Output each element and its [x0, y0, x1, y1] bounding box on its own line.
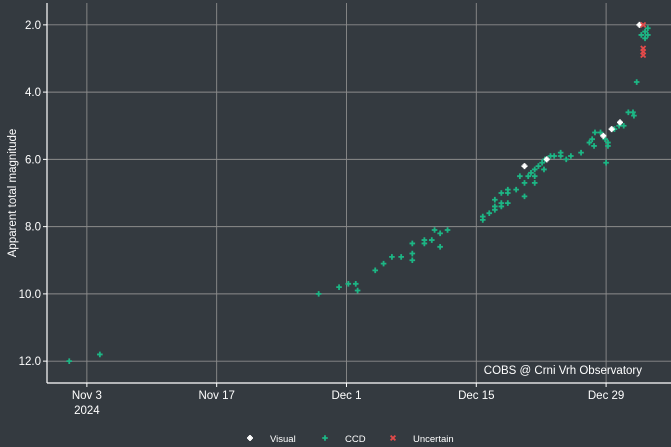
data-point-uncertain	[640, 21, 647, 28]
y-tick-labels: 2.0 4.0 6.0 8.0 10.0 12.0	[19, 20, 41, 368]
data-point-ccd	[531, 180, 538, 186]
data-point-ccd	[486, 210, 493, 216]
data-point-ccd	[535, 163, 542, 169]
data-point-ccd	[620, 122, 627, 129]
data-point-ccd	[498, 203, 505, 210]
data-point-ccd	[66, 358, 73, 364]
legend: Visual CCD Uncertain	[247, 434, 454, 445]
data-point-ccd	[409, 240, 416, 247]
data-point-uncertain	[640, 52, 647, 59]
data-point-ccd	[505, 190, 511, 196]
data-point-ccd	[591, 143, 597, 149]
data-point-ccd	[398, 254, 404, 260]
data-point-ccd	[380, 260, 387, 267]
data-point-ccd	[431, 227, 438, 233]
y-tick-label: 2.0	[25, 20, 41, 32]
y-axis-label: Apparent total magnitude	[7, 129, 19, 258]
data-point-ccd	[592, 129, 598, 136]
data-point-ccd	[528, 170, 534, 176]
data-point-visual	[543, 156, 550, 163]
data-point-ccd	[354, 287, 361, 294]
annotation-text: COBS @ Crni Vrh Observatory	[484, 365, 642, 377]
data-point-visual	[636, 21, 643, 28]
y-tick-label: 8.0	[25, 222, 41, 234]
data-point-ccd	[409, 250, 416, 257]
legend-label-uncertain: Uncertain	[413, 434, 454, 445]
data-point-ccd	[578, 149, 584, 156]
data-point-ccd	[531, 166, 538, 173]
data-point-ccd	[389, 254, 395, 260]
data-point-ccd	[642, 28, 648, 35]
legend-key-visual	[247, 435, 253, 441]
data-point-ccd	[597, 129, 604, 136]
x-tick-label: Dec 15	[458, 390, 494, 402]
data-point-ccd	[437, 230, 443, 237]
data-point-ccd	[521, 193, 528, 200]
data-point-ccd	[498, 190, 505, 196]
x-tick-label: Dec 1	[331, 390, 361, 402]
grid-y	[43, 24, 671, 362]
x-tick-label: Dec 29	[588, 390, 624, 402]
data-point-ccd	[551, 153, 557, 159]
data-point-ccd	[505, 200, 511, 206]
data-point-ccd	[633, 79, 640, 85]
data-point-ccd	[492, 203, 498, 210]
data-point-ccd	[517, 173, 523, 179]
data-point-ccd	[479, 217, 486, 223]
data-point-ccd	[645, 32, 651, 38]
data-point-visual	[617, 119, 624, 126]
x-tick-label: Nov 17	[198, 390, 234, 402]
legend-key-uncertain	[389, 434, 397, 442]
data-points	[66, 21, 651, 364]
data-point-ccd	[568, 153, 574, 159]
y-tick-label: 12.0	[19, 356, 41, 368]
data-point-ccd	[336, 284, 342, 290]
data-point-ccd	[630, 109, 636, 116]
data-point-ccd	[531, 173, 538, 179]
data-point-visual	[521, 163, 528, 170]
data-point-ccd	[638, 32, 645, 38]
grid-x	[86, 3, 607, 387]
data-point-ccd	[428, 237, 435, 243]
y-tick-label: 6.0	[25, 154, 41, 166]
legend-label-ccd: CCD	[345, 434, 366, 445]
data-point-ccd	[315, 291, 322, 297]
data-point-ccd	[372, 267, 379, 274]
data-point-ccd	[97, 351, 103, 358]
data-point-ccd	[605, 143, 611, 149]
y-tick-label: 4.0	[25, 87, 41, 99]
legend-label-visual: Visual	[270, 434, 296, 445]
data-point-ccd	[557, 153, 564, 159]
data-point-ccd	[421, 240, 428, 247]
data-point-ccd	[513, 186, 519, 193]
data-point-ccd	[631, 112, 637, 119]
data-point-ccd	[521, 180, 528, 186]
data-point-ccd	[352, 280, 359, 287]
data-point-ccd	[586, 139, 593, 146]
data-point-ccd	[563, 156, 570, 163]
data-point-ccd	[345, 280, 352, 287]
x-tick-sublabel: 2024	[74, 405, 100, 417]
y-tick-label: 10.0	[19, 289, 41, 301]
x-tick-labels: Nov 3 2024 Nov 17 Dec 1 Dec 15 Dec 29	[72, 390, 624, 417]
data-point-ccd	[539, 159, 545, 166]
data-point-ccd	[645, 25, 651, 32]
data-point-ccd	[541, 166, 547, 173]
data-point-ccd	[603, 159, 609, 166]
data-point-ccd	[437, 244, 443, 250]
data-point-ccd	[409, 257, 416, 264]
data-point-visual	[600, 132, 607, 139]
x-tick-label: Nov 3	[72, 390, 102, 402]
data-point-ccd	[444, 227, 451, 233]
data-point-visual	[608, 126, 615, 133]
legend-key-ccd	[322, 435, 328, 441]
data-point-ccd	[492, 196, 498, 203]
data-point-ccd	[525, 173, 532, 179]
data-point-ccd	[589, 136, 595, 142]
data-point-ccd	[642, 35, 648, 42]
